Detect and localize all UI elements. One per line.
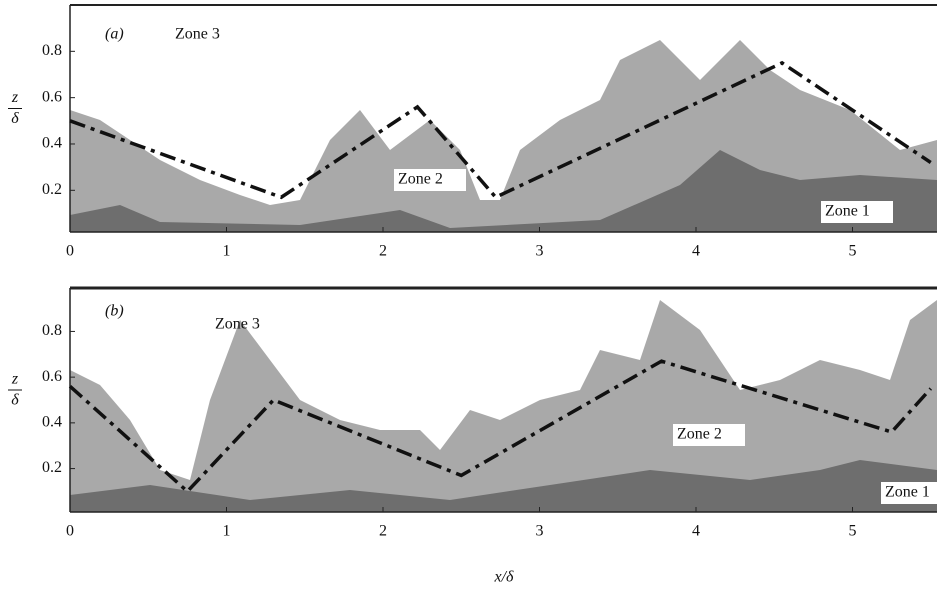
zone-annotation: Zone 1 [885, 484, 930, 501]
dash-dot-boundary [68, 359, 933, 494]
y-tick-label: 0.6 [42, 368, 62, 385]
x-tick-label: 3 [535, 243, 543, 260]
panel-label: (a) [105, 26, 124, 43]
y-label-denominator: δ [11, 110, 19, 127]
x-tick-label: 5 [848, 523, 856, 540]
annotation-box [881, 482, 937, 504]
y-label-numerator: z [11, 89, 19, 106]
y-tick-label: 0.2 [42, 181, 62, 198]
y-tick-label: 0.2 [42, 459, 62, 476]
y-tick-label: 0.8 [42, 322, 62, 339]
zone-annotation: Zone 1 [825, 203, 870, 220]
x-tick-label: 5 [848, 243, 856, 260]
x-tick-label: 2 [379, 243, 387, 260]
x-tick-label: 0 [66, 523, 74, 540]
x-axis-label: x/δ [494, 569, 515, 586]
y-tick-label: 0.4 [42, 135, 62, 152]
annotation-box [821, 201, 893, 223]
zone-1-region [70, 460, 937, 512]
zone-annotation: Zone 2 [398, 171, 443, 188]
zone-2-region [70, 300, 937, 512]
y-tick-label: 0.4 [42, 414, 62, 431]
x-tick-label: 2 [379, 523, 387, 540]
annotation-box [394, 169, 466, 191]
annotation-box [673, 424, 745, 446]
y-label-denominator: δ [11, 392, 19, 409]
x-tick-label: 4 [692, 243, 700, 260]
zone-annotation: Zone 2 [677, 426, 722, 443]
panel-b-zones [70, 286, 937, 512]
x-tick-label: 1 [222, 523, 230, 540]
x-tick-label: 4 [692, 523, 700, 540]
y-label-numerator: z [11, 371, 19, 388]
panel-label: (b) [105, 303, 124, 320]
x-tick-label: 0 [66, 243, 74, 260]
y-tick-label: 0.6 [42, 88, 62, 105]
zone-annotation: Zone 3 [215, 316, 260, 333]
zone-1-region [70, 150, 937, 232]
x-tick-label: 3 [535, 523, 543, 540]
zone-annotation: Zone 3 [175, 26, 220, 43]
panel-a-zones [70, 4, 937, 232]
y-tick-label: 0.8 [42, 42, 62, 59]
x-tick-label: 1 [222, 243, 230, 260]
